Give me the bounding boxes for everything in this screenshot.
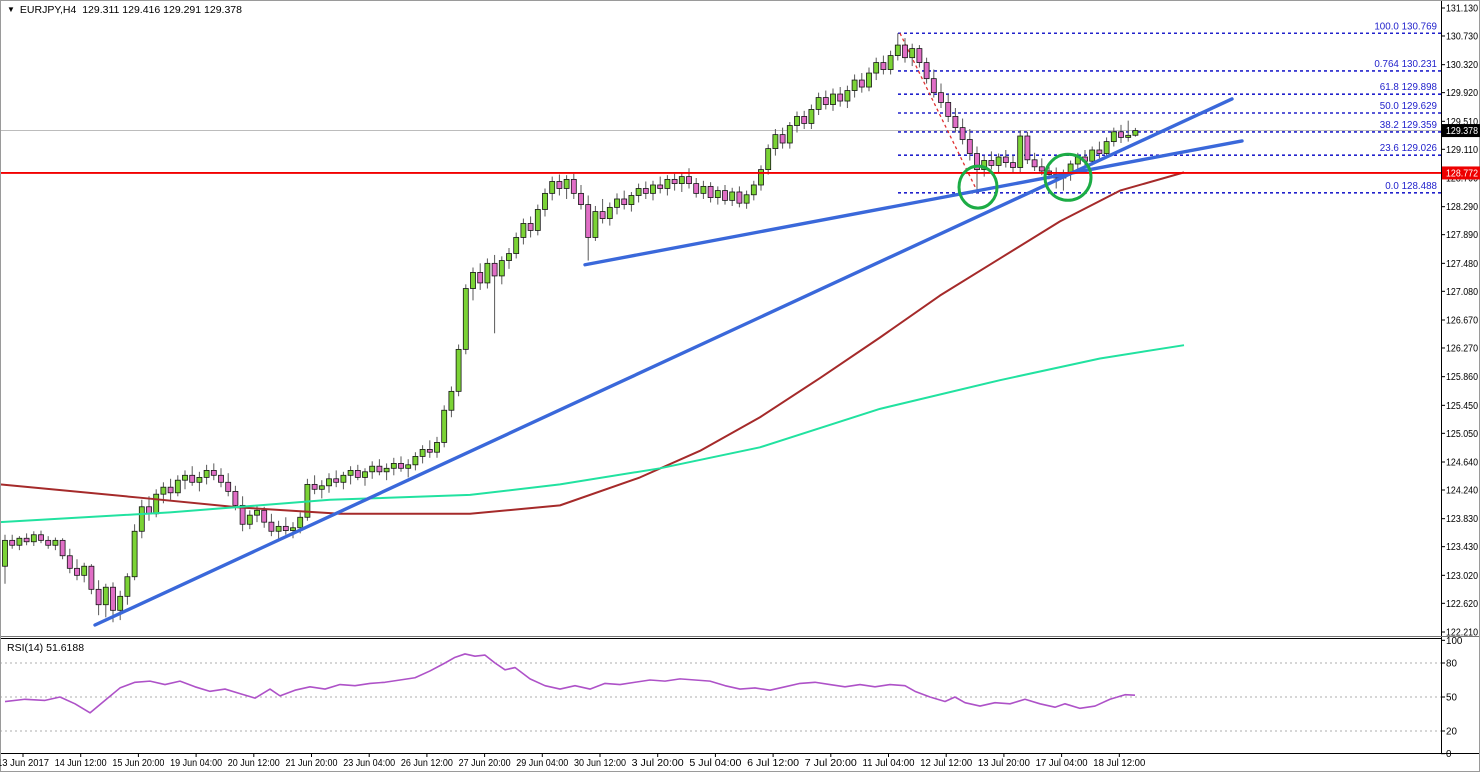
svg-text:30 Jun 12:00: 30 Jun 12:00: [574, 758, 627, 769]
svg-text:7 Jul 20:00: 7 Jul 20:00: [805, 758, 858, 769]
svg-text:61.8 129.898: 61.8 129.898: [1380, 82, 1438, 93]
time-axis[interactable]: [0, 753, 1441, 772]
svg-text:80: 80: [1446, 659, 1457, 670]
svg-text:130.730: 130.730: [1446, 31, 1478, 42]
svg-text:125.450: 125.450: [1446, 401, 1478, 412]
chevron-down-icon[interactable]: ▼: [7, 5, 15, 14]
svg-text:122.620: 122.620: [1446, 599, 1478, 610]
svg-text:126.670: 126.670: [1446, 315, 1478, 326]
svg-text:126.270: 126.270: [1446, 343, 1478, 354]
svg-text:0: 0: [1446, 749, 1452, 760]
svg-text:129.920: 129.920: [1446, 88, 1478, 99]
main-chart-area[interactable]: [0, 0, 1441, 637]
svg-text:129.110: 129.110: [1446, 145, 1479, 156]
svg-text:26 Jun 12:00: 26 Jun 12:00: [401, 758, 454, 769]
svg-text:127.480: 127.480: [1446, 259, 1478, 270]
svg-text:5 Jul 04:00: 5 Jul 04:00: [689, 758, 742, 769]
svg-text:14 Jun 12:00: 14 Jun 12:00: [55, 758, 108, 769]
svg-text:129.378: 129.378: [1446, 126, 1478, 137]
svg-text:18 Jul 12:00: 18 Jul 12:00: [1093, 758, 1146, 769]
svg-text:6 Jul 12:00: 6 Jul 12:00: [747, 758, 800, 769]
svg-text:27 Jun 20:00: 27 Jun 20:00: [459, 758, 512, 769]
ohlc-values-text: 129.311 129.416 129.291 129.378: [82, 4, 242, 16]
svg-text:20: 20: [1446, 726, 1457, 737]
svg-text:50.0 129.629: 50.0 129.629: [1380, 101, 1437, 112]
svg-text:50: 50: [1446, 692, 1457, 703]
symbol-timeframe-text: EURJPY,H4: [19, 4, 77, 16]
svg-text:124.240: 124.240: [1446, 485, 1478, 496]
svg-text:21 Jun 20:00: 21 Jun 20:00: [286, 758, 339, 769]
svg-text:20 Jun 12:00: 20 Jun 12:00: [228, 758, 281, 769]
rsi-value-text: 51.6188: [46, 642, 85, 654]
svg-text:123.020: 123.020: [1446, 571, 1478, 582]
svg-text:123.830: 123.830: [1446, 514, 1478, 525]
svg-text:0.764 130.231: 0.764 130.231: [1374, 59, 1437, 70]
svg-text:15 Jun 20:00: 15 Jun 20:00: [112, 758, 165, 769]
svg-text:129.510: 129.510: [1446, 117, 1478, 128]
svg-text:122.210: 122.210: [1446, 627, 1478, 638]
svg-text:100: 100: [1446, 636, 1463, 647]
svg-text:125.860: 125.860: [1446, 372, 1478, 383]
svg-text:3 Jul 20:00: 3 Jul 20:00: [632, 758, 685, 769]
rsi-indicator-label: RSI(14) 51.6188: [7, 642, 84, 654]
svg-text:125.050: 125.050: [1446, 429, 1478, 440]
symbol-ohlc-label: ▼ EURJPY,H4 129.311 129.416 129.291 129.3…: [7, 4, 242, 16]
svg-text:17 Jul 04:00: 17 Jul 04:00: [1036, 758, 1089, 769]
svg-text:131.130: 131.130: [1446, 4, 1478, 15]
svg-text:13 Jul 20:00: 13 Jul 20:00: [978, 758, 1031, 769]
svg-text:11 Jul 04:00: 11 Jul 04:00: [863, 758, 916, 769]
svg-text:128.772: 128.772: [1446, 168, 1478, 179]
svg-text:123.430: 123.430: [1446, 542, 1478, 553]
svg-text:130.320: 130.320: [1446, 60, 1478, 71]
svg-text:100.0 130.769: 100.0 130.769: [1374, 21, 1437, 32]
svg-text:124.640: 124.640: [1446, 458, 1478, 469]
svg-text:127.080: 127.080: [1446, 287, 1478, 298]
svg-text:29 Jun 04:00: 29 Jun 04:00: [516, 758, 569, 769]
svg-text:12 Jul 12:00: 12 Jul 12:00: [920, 758, 973, 769]
svg-text:19 Jun 04:00: 19 Jun 04:00: [170, 758, 223, 769]
svg-text:23.6 129.026: 23.6 129.026: [1380, 143, 1438, 154]
svg-text:23 Jun 04:00: 23 Jun 04:00: [343, 758, 396, 769]
rsi-name-text: RSI(14): [7, 642, 44, 654]
price-axis[interactable]: [1441, 0, 1480, 753]
svg-text:0.0 128.488: 0.0 128.488: [1385, 181, 1437, 192]
svg-text:13 Jun 2017: 13 Jun 2017: [0, 758, 49, 769]
svg-text:38.2 129.359: 38.2 129.359: [1380, 120, 1437, 131]
rsi-panel[interactable]: [0, 639, 1441, 753]
svg-text:128.290: 128.290: [1446, 202, 1478, 213]
svg-text:127.890: 127.890: [1446, 230, 1478, 241]
